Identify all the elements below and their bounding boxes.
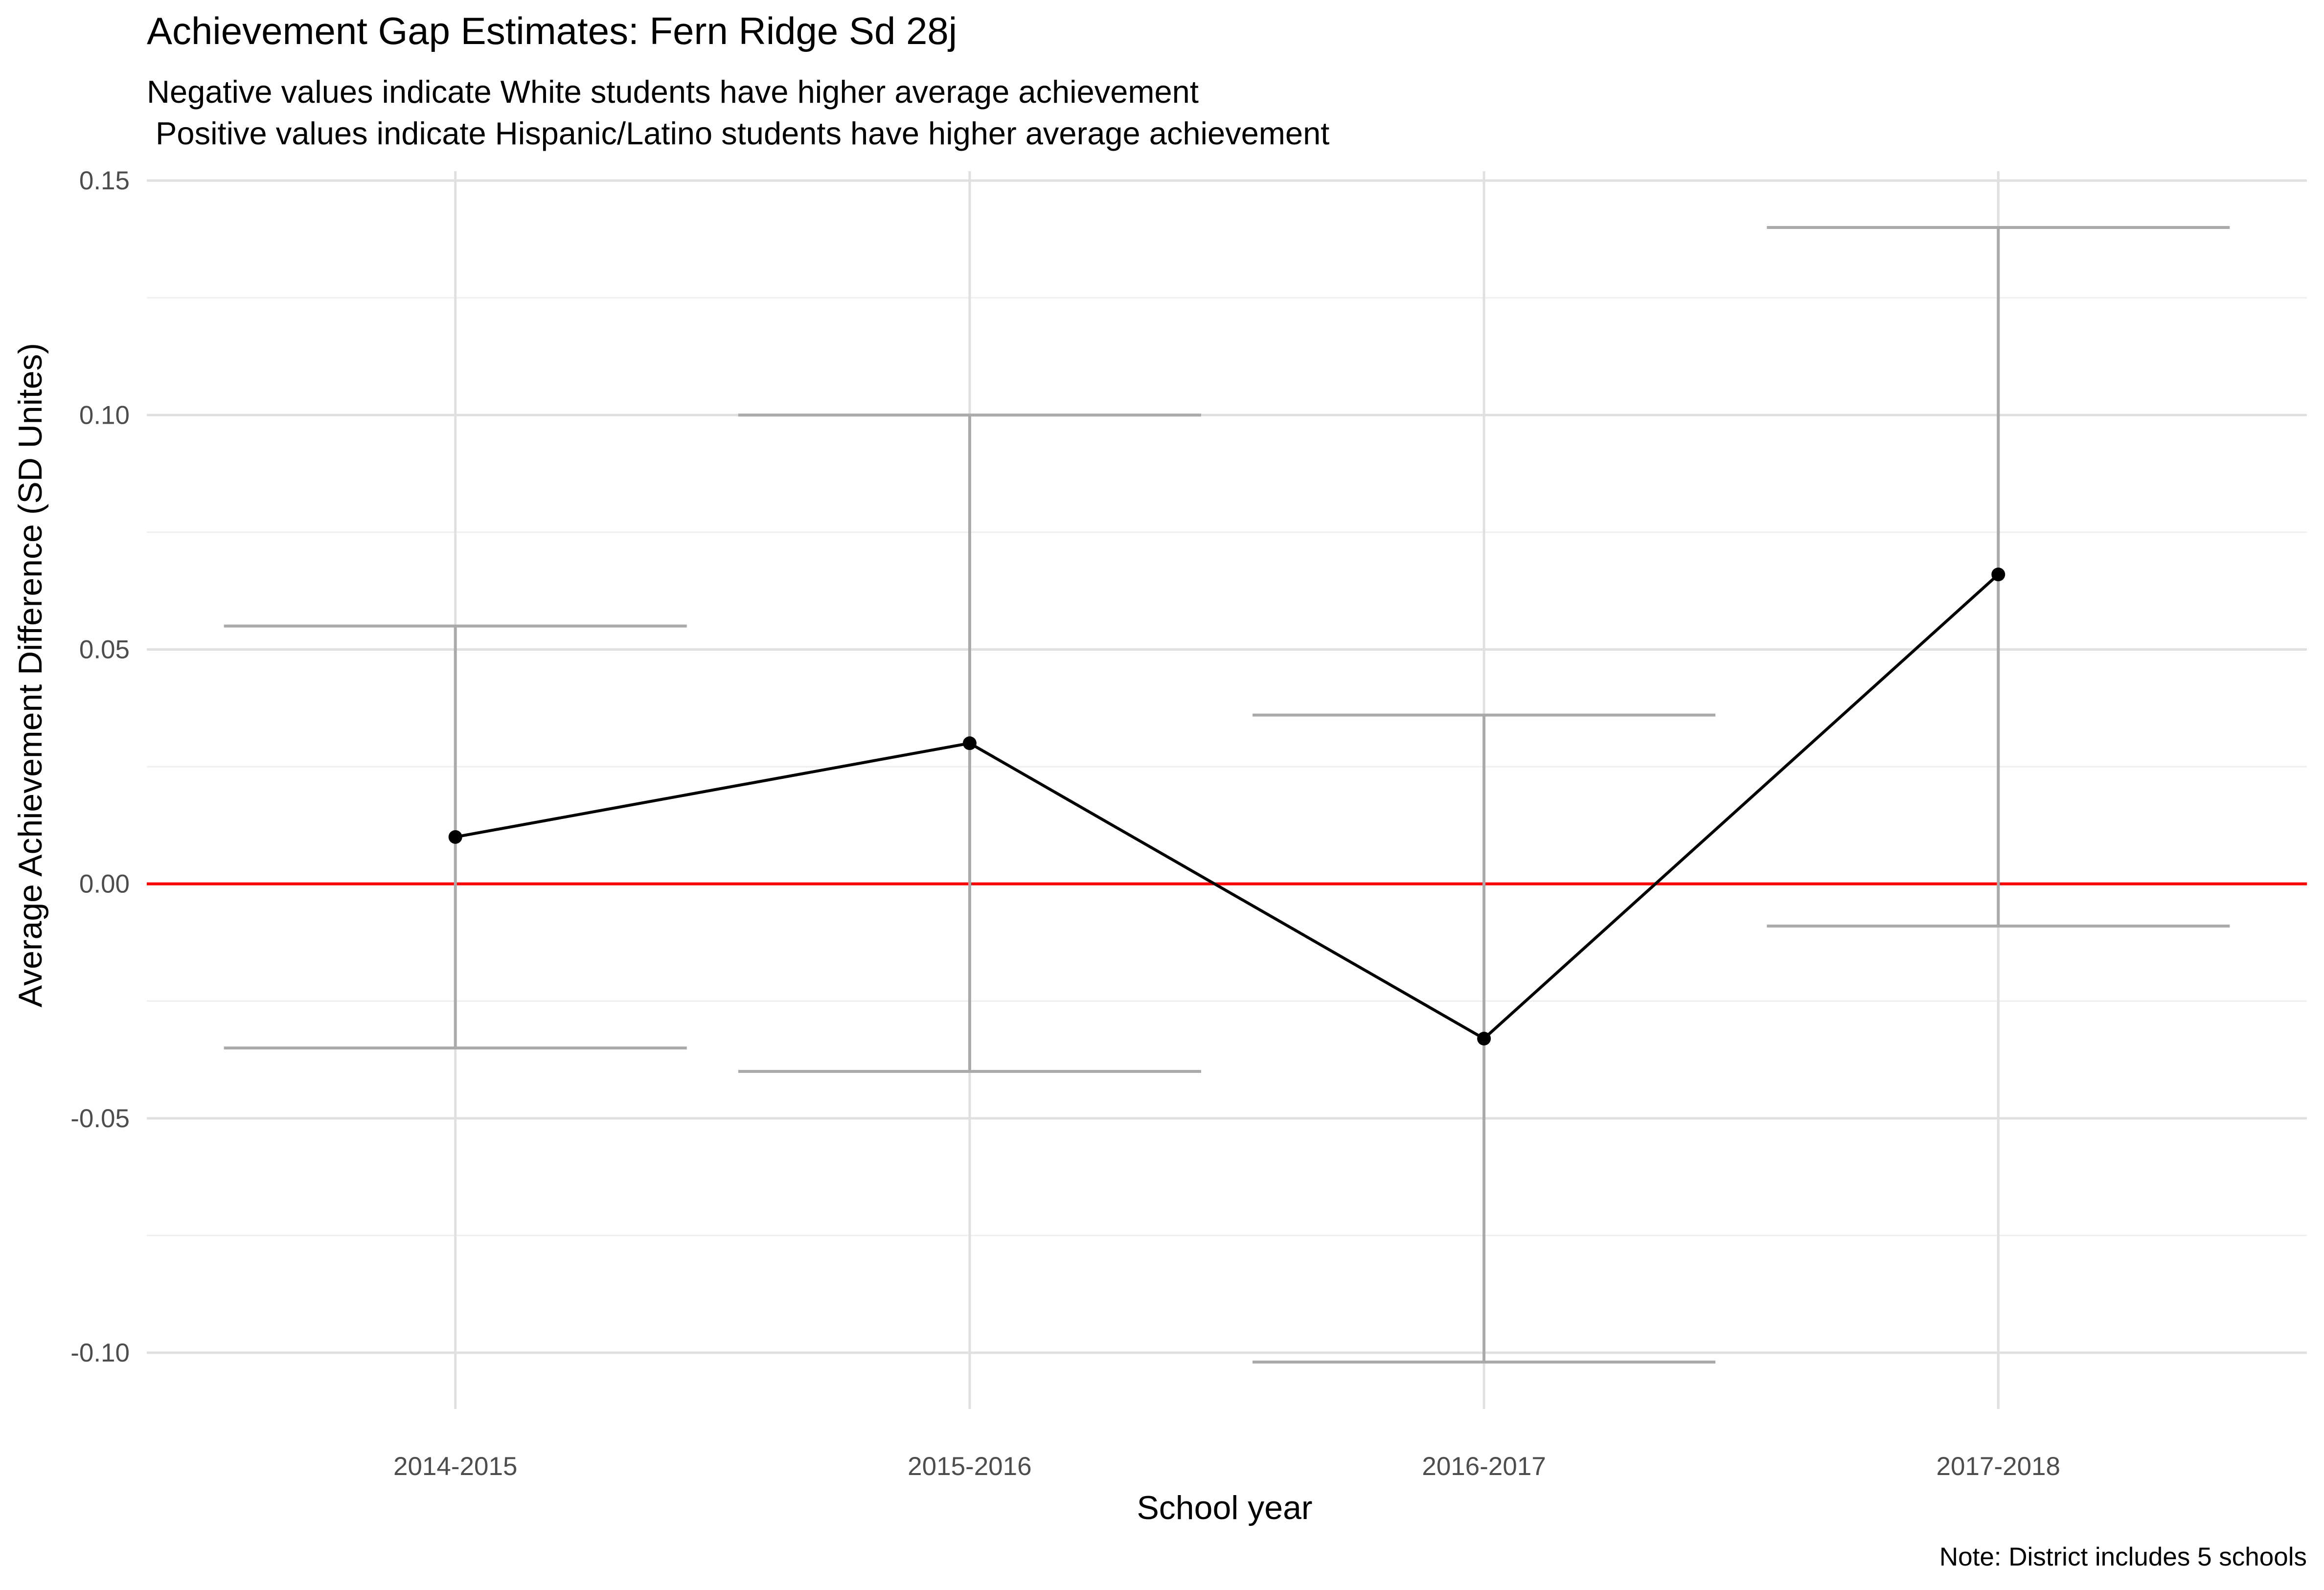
x-axis-tick-labels: 2014-2015 2015-2016 2016-2017 2017-2018	[393, 1452, 2060, 1481]
y-tick-label: 0.05	[79, 636, 130, 664]
y-axis-tick-labels: -0.10 -0.05 0.00 0.05 0.10 0.15	[70, 166, 130, 1367]
error-bars	[224, 226, 2230, 1364]
y-axis-title: Average Achievement Difference (SD Unite…	[12, 343, 49, 1007]
point-2015-2016	[962, 736, 977, 750]
x-tick-label: 2015-2016	[908, 1452, 1031, 1481]
point-2016-2017	[1477, 1031, 1491, 1045]
x-tick-label: 2016-2017	[1422, 1452, 1546, 1481]
y-tick-label: 0.00	[79, 870, 130, 899]
y-tick-label: -0.10	[70, 1339, 130, 1367]
y-tick-label: -0.05	[70, 1104, 130, 1133]
point-2017-2018	[1991, 568, 2005, 582]
chart-title: Achievement Gap Estimates: Fern Ridge Sd…	[147, 9, 957, 52]
point-2014-2015	[448, 830, 462, 844]
x-tick-label: 2017-2018	[1937, 1452, 2060, 1481]
y-tick-label: 0.10	[79, 401, 130, 430]
x-tick-label: 2014-2015	[393, 1452, 517, 1481]
estimate-line	[455, 573, 2000, 1041]
chart-subtitle-line-1: Negative values indicate White students …	[147, 74, 1199, 110]
x-axis-title: School year	[1137, 1489, 1312, 1526]
y-tick-label: 0.15	[79, 166, 130, 195]
chart-subtitle-line-2: Positive values indicate Hispanic/Latino…	[147, 115, 1329, 151]
estimate-points	[448, 568, 2005, 1045]
chart-caption: Note: District includes 5 schools	[1939, 1543, 2307, 1571]
gridlines	[147, 171, 2307, 1409]
plot-area	[147, 171, 2307, 1409]
